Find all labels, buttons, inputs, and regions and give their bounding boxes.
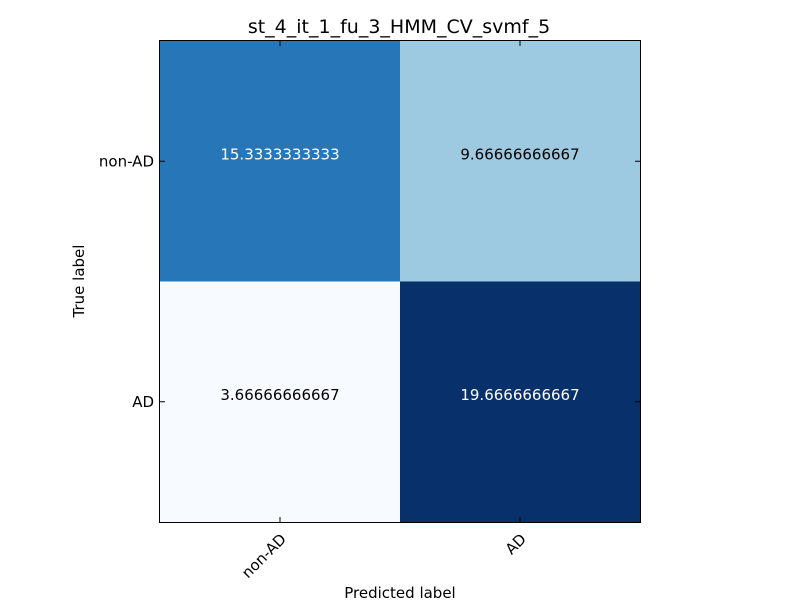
y-tick-labels: non-AD AD — [99, 152, 154, 411]
x-axis-label: Predicted label — [344, 584, 455, 600]
y-tick-label: AD — [132, 393, 154, 411]
y-axis-label: True label — [70, 245, 88, 319]
heatmap-cell-label: 19.6666666667 — [460, 386, 579, 404]
heatmap-cell-labels: 15.3333333333 9.66666666667 3.66666666667 1… — [220, 145, 579, 404]
heatmap-cell — [400, 41, 641, 282]
x-tick-label: non-AD — [238, 530, 290, 582]
heatmap-cell — [160, 281, 401, 523]
axis-ticks — [160, 41, 640, 522]
plot-frame — [159, 40, 641, 523]
heatmap-cell — [400, 281, 641, 523]
y-tick-label: non-AD — [99, 152, 154, 170]
heatmap-cells — [160, 41, 641, 523]
heatmap-cell-label: 3.66666666667 — [220, 386, 339, 404]
heatmap-cell-label: 9.66666666667 — [460, 145, 579, 163]
chart-title: st_4_it_1_fu_3_HMM_CV_svmf_5 — [248, 16, 550, 38]
x-tick-label: AD — [502, 530, 530, 558]
x-tick-labels: non-AD AD — [238, 530, 530, 582]
heatmap-cell — [160, 41, 401, 282]
heatmap-cell-label: 15.3333333333 — [220, 145, 339, 163]
